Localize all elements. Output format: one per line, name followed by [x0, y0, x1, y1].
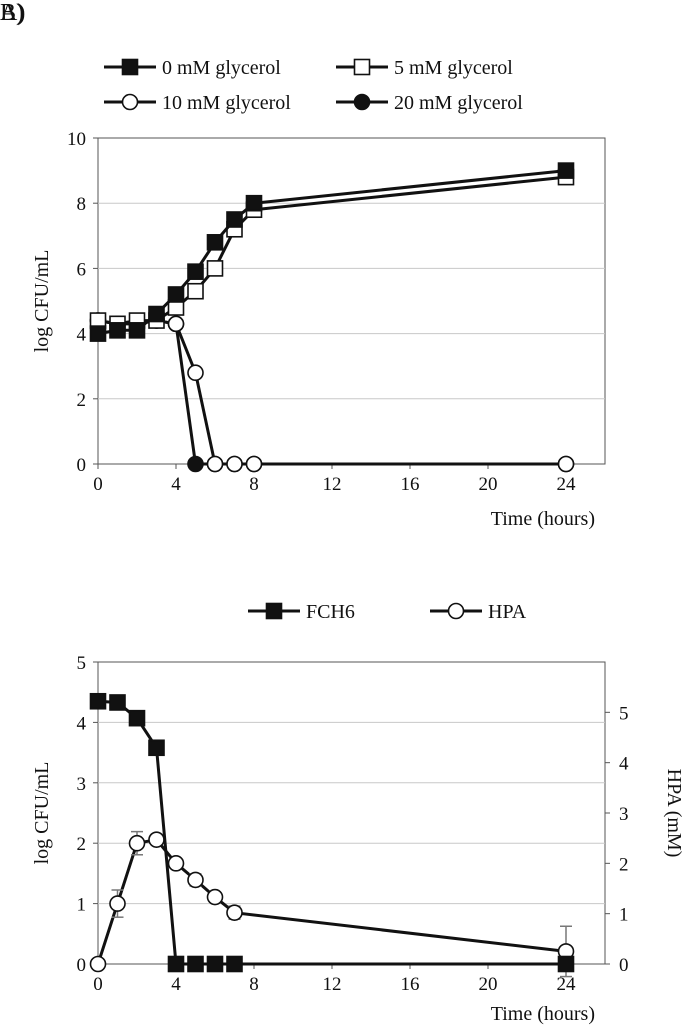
data-point-a — [206, 455, 224, 473]
data-point-a — [206, 234, 224, 251]
legend-label-a: 0 mM glycerol — [162, 57, 281, 79]
y-tick-label-b: 4 — [77, 713, 87, 734]
x-tick-label-a: 16 — [401, 474, 420, 495]
data-point-a — [557, 162, 575, 179]
legend-marker-a — [353, 93, 371, 111]
data-point-b — [128, 709, 146, 727]
data-point-a — [167, 286, 185, 303]
series-line-b — [96, 838, 567, 965]
plot-frame-b — [97, 661, 606, 965]
series-line-a — [97, 169, 567, 336]
data-point-b — [148, 831, 165, 848]
series-line-a — [97, 319, 566, 466]
legend-marker-b — [447, 602, 465, 620]
panel-b-label: B) — [0, 0, 24, 26]
data-point-a — [557, 455, 575, 473]
data-point-a — [187, 455, 204, 473]
series-line-a — [97, 175, 567, 326]
y-tick-label-b: 5 — [77, 653, 87, 674]
y-tick-label-b: 3 — [77, 774, 87, 795]
y-tick-label-a: 10 — [67, 129, 86, 150]
y2-axis-label-b: HPA (mM) — [663, 769, 685, 858]
data-point-b — [89, 692, 107, 710]
y2-tick-label-b: 2 — [619, 854, 629, 875]
y-axis-label-a: log CFU/mL — [31, 250, 53, 353]
panel-a-label: A) — [0, 0, 26, 26]
series-line-a — [97, 319, 566, 466]
y-tick-label-b: 2 — [77, 834, 87, 855]
data-point-a — [245, 194, 263, 212]
legend-marker-a — [353, 58, 371, 76]
data-point-b — [557, 955, 575, 973]
data-point-a — [245, 455, 263, 473]
x-tick-label-b: 16 — [401, 974, 420, 995]
data-point-b — [226, 904, 243, 921]
y-tick-label-b: 0 — [77, 955, 87, 976]
data-point-a — [187, 282, 204, 300]
x-tick-label-b: 8 — [249, 974, 259, 995]
data-point-b — [187, 871, 204, 889]
legend-label-b: HPA — [488, 601, 527, 623]
data-point-a — [128, 322, 146, 339]
data-point-a — [167, 315, 185, 333]
x-axis-label-b: Time (hours) — [491, 1003, 595, 1025]
data-point-a — [89, 325, 107, 342]
data-point-b — [109, 895, 126, 912]
y2-tick-label-b: 1 — [619, 905, 629, 926]
x-tick-label-b: 20 — [479, 974, 498, 995]
x-axis-label-a: Time (hours) — [491, 508, 595, 530]
y-tick-label-a: 6 — [77, 259, 87, 280]
x-tick-label-b: 4 — [171, 974, 181, 995]
data-point-a — [109, 322, 126, 339]
x-tick-label-a: 12 — [323, 474, 342, 495]
y2-tick-label-b: 5 — [619, 703, 629, 724]
legend-marker-b — [265, 602, 283, 620]
data-point-b — [89, 955, 107, 973]
data-point-b — [206, 955, 224, 973]
data-point-b — [128, 834, 146, 852]
x-tick-label-a: 0 — [93, 474, 103, 495]
x-tick-label-a: 24 — [557, 474, 577, 495]
y2-tick-label-b: 0 — [619, 955, 629, 976]
data-point-b — [109, 694, 126, 711]
data-point-b — [206, 888, 224, 906]
legend-marker-a — [121, 93, 139, 111]
data-point-a — [187, 263, 204, 280]
y-tick-label-b: 1 — [77, 895, 87, 916]
data-point-b — [148, 739, 165, 757]
data-point-a — [148, 305, 165, 323]
y-tick-label-a: 8 — [77, 194, 87, 215]
y-tick-label-a: 4 — [77, 325, 87, 346]
x-tick-label-b: 0 — [93, 974, 103, 995]
y-axis-label-b: log CFU/mL — [31, 762, 53, 865]
data-point-b — [187, 955, 204, 973]
x-tick-label-b: 24 — [557, 974, 577, 995]
x-tick-label-a: 4 — [171, 474, 181, 495]
legend-label-b: FCH6 — [306, 601, 355, 623]
data-point-b — [226, 955, 243, 973]
x-tick-label-b: 12 — [323, 974, 342, 995]
legend-label-a: 20 mM glycerol — [394, 92, 523, 114]
data-point-a — [206, 260, 224, 277]
legend-label-a: 10 mM glycerol — [162, 92, 291, 114]
data-point-b — [167, 855, 185, 872]
data-point-a — [226, 211, 243, 228]
legend-marker-a — [121, 58, 139, 76]
legend-label-a: 5 mM glycerol — [394, 57, 513, 79]
y-tick-label-a: 0 — [77, 455, 87, 476]
data-point-a — [226, 455, 243, 473]
x-tick-label-a: 8 — [249, 474, 259, 495]
data-point-a — [187, 364, 204, 382]
x-tick-label-a: 20 — [479, 474, 498, 495]
y2-tick-label-b: 4 — [619, 754, 629, 775]
data-point-b — [167, 955, 185, 973]
y-tick-label-a: 2 — [77, 390, 87, 411]
y2-tick-label-b: 3 — [619, 804, 629, 825]
